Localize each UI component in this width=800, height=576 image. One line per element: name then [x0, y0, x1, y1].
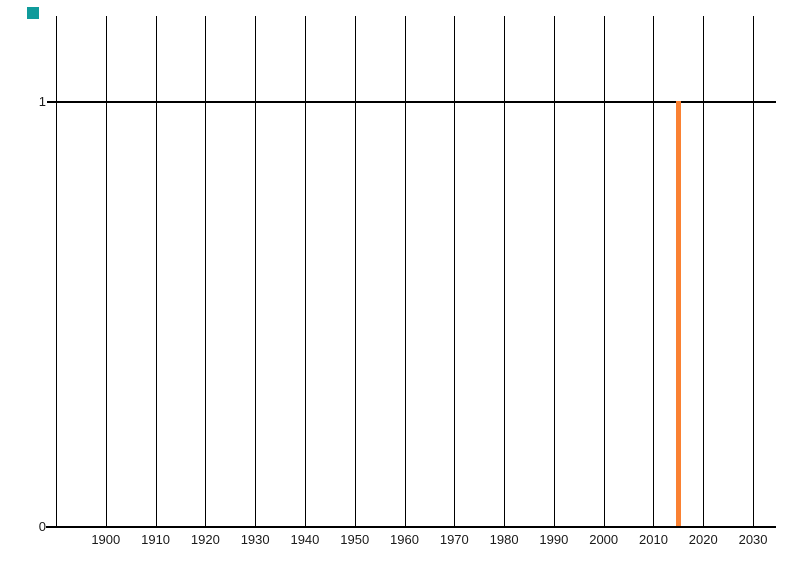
x-tick-label: 1950: [340, 532, 370, 547]
vertical-gridline: [504, 16, 506, 527]
vertical-gridline: [753, 16, 755, 527]
vertical-gridline: [454, 16, 456, 527]
corner-marker-square: [27, 7, 39, 19]
vertical-gridline: [404, 16, 406, 527]
x-tick-label: 1910: [141, 532, 171, 547]
vertical-gridline: [304, 16, 306, 527]
vertical-gridline: [653, 16, 655, 527]
x-axis-line: [46, 526, 776, 528]
x-tick-label: 2020: [688, 532, 718, 547]
x-tick-label: 1960: [390, 532, 419, 547]
x-tick-label: 1940: [290, 532, 320, 547]
data-bar: [675, 101, 681, 526]
x-tick-label: 1930: [240, 532, 270, 547]
x-tick-label: 2000: [589, 532, 619, 547]
x-tick-label: 1970: [439, 532, 469, 547]
x-tick-label: 1920: [190, 532, 220, 547]
x-tick-label: 1990: [539, 532, 569, 547]
y-tick-label-1: 1: [38, 94, 46, 109]
x-tick-label: 2030: [738, 532, 768, 547]
x-tick-label: 1980: [489, 532, 519, 547]
y-value-1-gridline: [47, 101, 776, 103]
vertical-gridline: [155, 16, 157, 527]
vertical-gridline: [703, 16, 705, 527]
y-tick-label-0: 0: [38, 519, 46, 534]
vertical-gridline: [553, 16, 555, 527]
vertical-gridline: [603, 16, 605, 527]
vertical-gridline: [105, 16, 107, 527]
x-tick-label: 2010: [639, 532, 668, 547]
vertical-gridline: [56, 16, 57, 527]
vertical-gridline: [354, 16, 356, 527]
vertical-gridline: [205, 16, 207, 527]
vertical-gridline: [255, 16, 257, 527]
x-tick-label: 1900: [91, 532, 121, 547]
